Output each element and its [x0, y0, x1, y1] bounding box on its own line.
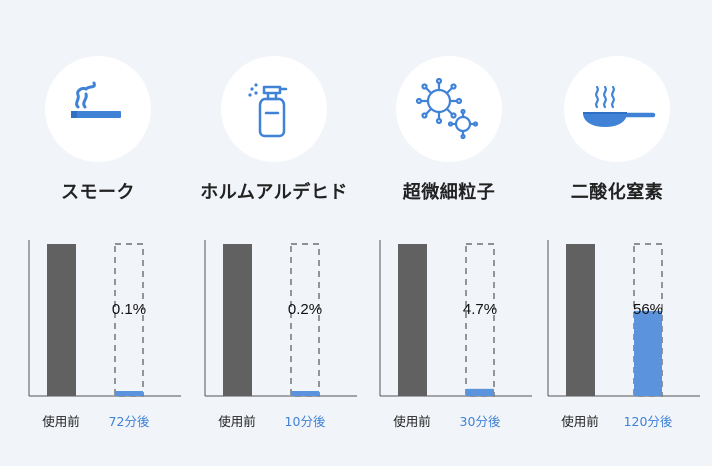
x-label-after: 30分後: [460, 414, 501, 429]
bar-after: [291, 391, 319, 396]
panel-nitrogen-dioxide: 二酸化窒素 56% 使用前 120分後: [532, 0, 702, 466]
bar-before: [223, 244, 252, 396]
bar-after-outline: [114, 243, 144, 397]
bar-before: [398, 244, 427, 396]
panel-title: 二酸化窒素: [570, 182, 664, 203]
icon-circle: [221, 56, 327, 162]
virus-particle-icon: [415, 77, 479, 140]
spray-bottle-icon: [248, 83, 288, 138]
x-label-before: 使用前: [218, 414, 256, 429]
x-label-after: 72分後: [109, 414, 150, 429]
frying-pan-icon: [583, 85, 656, 127]
bar-chart: 0.2% 使用前 10分後: [189, 236, 359, 436]
icon-circle: [564, 56, 670, 162]
after-value-label: 56%: [633, 301, 663, 318]
after-value-label: 0.1%: [112, 301, 146, 318]
x-label-before: 使用前: [561, 414, 599, 429]
icon-circle: [45, 56, 151, 162]
bar-after: [634, 310, 662, 396]
bar-chart: 4.7% 使用前 30分後: [364, 236, 534, 436]
bar-chart: 56% 使用前 120分後: [532, 236, 702, 436]
bar-after: [466, 388, 494, 396]
bar-after-outline: [465, 243, 495, 397]
x-label-after: 120分後: [624, 414, 673, 429]
panel-title: 超微細粒子: [402, 182, 496, 203]
after-value-label: 0.2%: [288, 301, 322, 318]
bar-before: [47, 244, 76, 396]
after-value-label: 4.7%: [463, 301, 497, 318]
bar-after-outline: [290, 243, 320, 397]
panel-title: スモーク: [61, 182, 135, 203]
icon-circle: [396, 56, 502, 162]
bar-chart: 0.1% 使用前 72分後: [13, 236, 183, 436]
bar-before: [566, 244, 595, 396]
bar-after: [115, 391, 143, 396]
panel-formaldehyde: ホルムアルデヒド 0.2% 使用前 10分後: [189, 0, 359, 466]
x-label-after: 10分後: [285, 414, 326, 429]
cigarette-smoke-icon: [71, 81, 121, 118]
x-label-before: 使用前: [393, 414, 431, 429]
panel-smoke: スモーク 0.1% 使用前 72分後: [13, 0, 183, 466]
panel-ultrafine-particles: 超微細粒子 4.7% 使用前 30分後: [364, 0, 534, 466]
x-label-before: 使用前: [42, 414, 80, 429]
panel-title: ホルムアルデヒド: [200, 182, 348, 203]
